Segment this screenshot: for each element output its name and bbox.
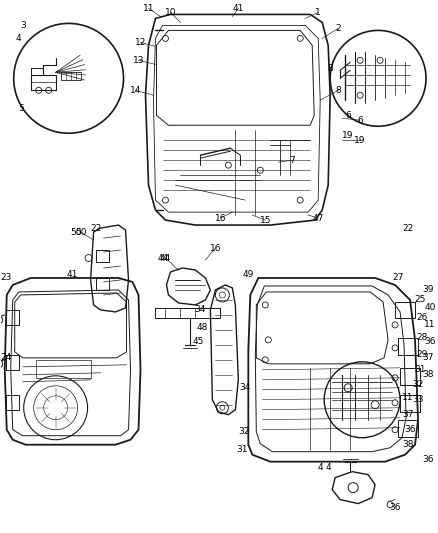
- Text: 34: 34: [240, 383, 251, 392]
- Text: 22: 22: [90, 223, 101, 232]
- Text: 29: 29: [417, 350, 428, 359]
- Text: 23: 23: [0, 273, 11, 282]
- Text: 39: 39: [422, 286, 434, 294]
- Text: 12: 12: [135, 38, 146, 47]
- Text: 5: 5: [18, 104, 24, 113]
- Text: 11: 11: [424, 320, 436, 329]
- Text: 37: 37: [402, 410, 414, 419]
- Text: 6: 6: [357, 116, 363, 125]
- Text: 36: 36: [422, 455, 434, 464]
- Text: 44: 44: [158, 254, 169, 263]
- Text: 11: 11: [143, 4, 154, 13]
- Text: 32: 32: [412, 381, 424, 389]
- Text: 36: 36: [424, 337, 436, 346]
- Text: 4: 4: [325, 463, 331, 472]
- Text: 40: 40: [424, 303, 436, 312]
- Text: 32: 32: [239, 427, 250, 436]
- Text: 3: 3: [20, 21, 25, 30]
- Text: 36: 36: [404, 425, 416, 434]
- Text: 27: 27: [392, 273, 404, 282]
- Text: 8: 8: [336, 86, 341, 95]
- Text: 7: 7: [290, 156, 295, 165]
- Text: 37: 37: [422, 353, 434, 362]
- Text: 38: 38: [402, 440, 414, 449]
- Text: 47: 47: [313, 214, 324, 223]
- Text: 38: 38: [422, 370, 434, 379]
- Text: 41: 41: [233, 4, 244, 13]
- Text: 10: 10: [165, 8, 176, 17]
- Text: 19: 19: [354, 136, 366, 145]
- Text: 41: 41: [67, 270, 78, 279]
- Text: 24: 24: [0, 353, 11, 362]
- Text: 28: 28: [417, 333, 428, 342]
- Text: 36: 36: [389, 503, 401, 512]
- Text: 34: 34: [195, 305, 206, 314]
- Text: 33: 33: [412, 395, 424, 404]
- Text: 22: 22: [403, 223, 413, 232]
- Text: 16: 16: [215, 214, 226, 223]
- Text: 49: 49: [243, 270, 254, 279]
- Text: 14: 14: [130, 86, 141, 95]
- Text: 4: 4: [16, 34, 21, 43]
- Text: 25: 25: [414, 295, 426, 304]
- Text: 31: 31: [414, 365, 426, 374]
- Text: 16: 16: [210, 244, 221, 253]
- Text: 11: 11: [402, 393, 414, 402]
- Text: 19: 19: [343, 131, 354, 140]
- Text: 31: 31: [237, 445, 248, 454]
- Text: 4: 4: [318, 463, 323, 472]
- Text: 50: 50: [75, 228, 86, 237]
- Text: 50: 50: [70, 228, 81, 237]
- Text: 13: 13: [133, 56, 144, 65]
- Text: 15: 15: [260, 215, 271, 224]
- Text: 1: 1: [315, 8, 321, 17]
- Text: 8: 8: [327, 64, 333, 73]
- Text: 48: 48: [197, 324, 208, 333]
- Text: 26: 26: [417, 313, 428, 322]
- Text: 44: 44: [160, 254, 171, 263]
- Text: 6: 6: [345, 111, 351, 120]
- Text: 2: 2: [336, 24, 341, 33]
- Text: 45: 45: [193, 337, 204, 346]
